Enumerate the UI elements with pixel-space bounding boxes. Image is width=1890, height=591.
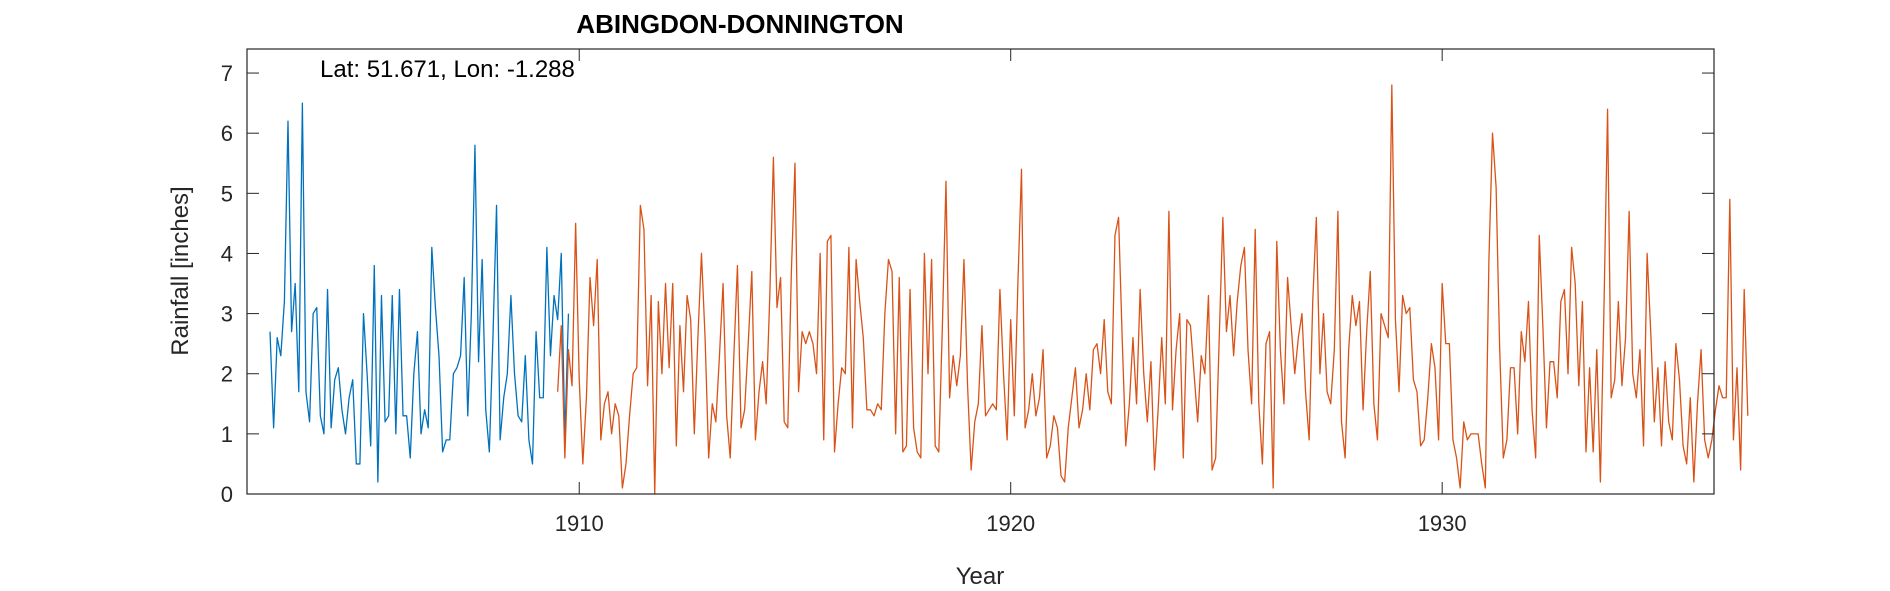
location-annotation: Lat: 51.671, Lon: -1.288	[320, 56, 575, 83]
plot-frame	[246, 48, 1715, 495]
series-line-2	[557, 84, 1749, 495]
x-tick-label-1920: 1920	[986, 511, 1035, 536]
ticks-layer: 0 1 2 3 4 5 6 7 1910 1920 1930	[221, 49, 1714, 536]
x-tick-label-1910: 1910	[555, 511, 604, 536]
y-tick-label-1: 1	[221, 422, 233, 447]
y-tick-label-7: 7	[221, 61, 233, 86]
y-tick-label-2: 2	[221, 362, 233, 387]
y-tick-label-5: 5	[221, 181, 233, 206]
chart-title: ABINGDON-DONNINGTON	[576, 9, 903, 39]
x-axis-label: Year	[956, 563, 1005, 590]
x-tick-label-1930: 1930	[1418, 511, 1467, 536]
series-layer	[269, 84, 1749, 495]
y-axis-label: Rainfall [inches]	[167, 186, 194, 355]
y-tick-label-3: 3	[221, 302, 233, 327]
series-line-1	[269, 102, 570, 483]
y-tick-label-0: 0	[221, 482, 233, 507]
y-tick-label-4: 4	[221, 241, 233, 266]
y-tick-label-6: 6	[221, 121, 233, 146]
